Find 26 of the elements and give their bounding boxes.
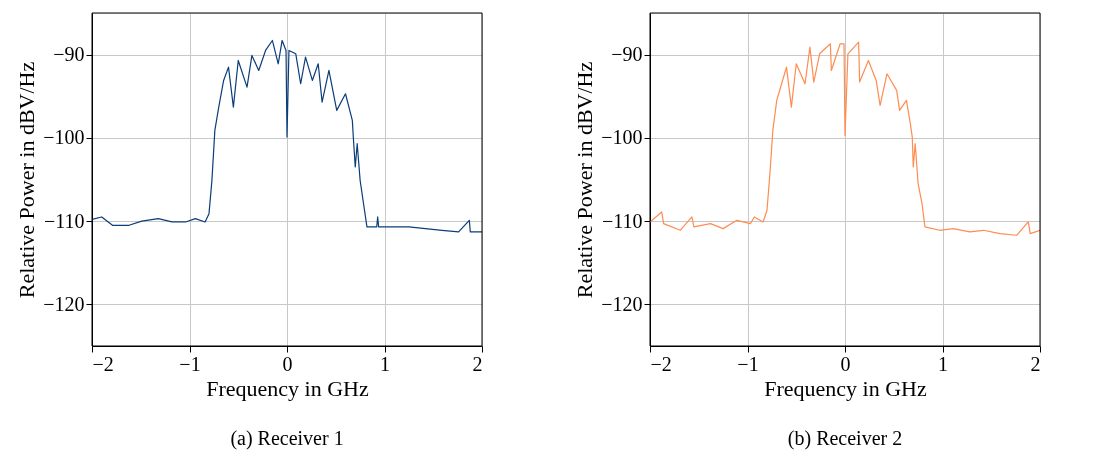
x-tick-label: −1 — [737, 352, 759, 375]
y-tick-label: −90 — [53, 43, 85, 66]
y-axis-title: Relative Power in dBV/Hz — [572, 61, 598, 299]
y-tick-label: −100 — [43, 126, 85, 149]
x-tick-label: 1 — [938, 352, 948, 375]
y-tick-label: −120 — [601, 292, 643, 315]
x-tick-label: 2 — [472, 352, 483, 375]
y-tick-label: −110 — [43, 209, 85, 232]
x-tick-label: −2 — [92, 352, 114, 375]
x-tick-label: −2 — [650, 352, 672, 375]
y-tick-label: −120 — [43, 292, 85, 315]
text: (b) Receiver 2 — [787, 427, 903, 450]
y-tick-label: −90 — [611, 43, 643, 66]
x-tick-label: 0 — [840, 352, 851, 375]
y-tick-label: −110 — [601, 209, 643, 232]
x-axis-title: Frequency in GHz — [764, 375, 927, 401]
x-axis-title: Frequency in GHz — [206, 375, 369, 401]
text: (a) Receiver 1 — [230, 427, 344, 450]
x-tick-label: 1 — [380, 352, 390, 375]
line-series — [92, 39, 482, 233]
x-tick-label: 0 — [282, 352, 293, 375]
x-tick-label: 2 — [1030, 352, 1041, 375]
y-tick-label: −100 — [601, 126, 643, 149]
line-series — [650, 41, 1040, 236]
x-tick-label: −1 — [179, 352, 201, 375]
y-axis-title: Relative Power in dBV/Hz — [14, 61, 40, 299]
